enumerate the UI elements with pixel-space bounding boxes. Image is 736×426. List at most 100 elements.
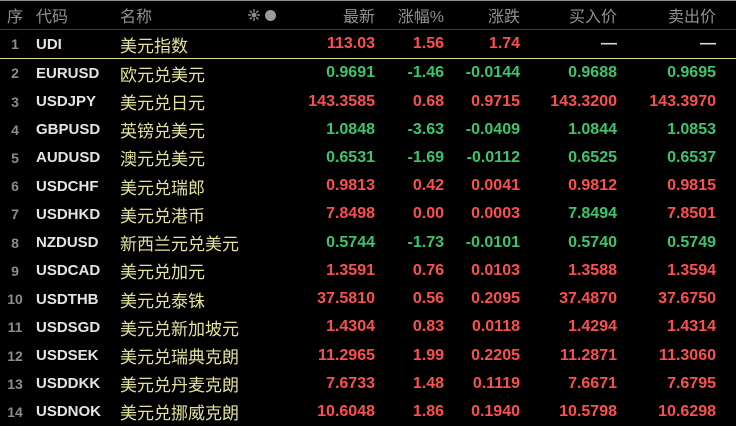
cell-name: 美元兑瑞典克朗 <box>120 348 239 368</box>
cell-seq: 12 <box>7 347 23 364</box>
circle-icon[interactable] <box>264 9 277 22</box>
cell-bid: 1.0844 <box>568 120 617 138</box>
cell-bid: 7.8494 <box>568 205 617 223</box>
table-row[interactable]: 7 USDHKD 美元兑港币 7.8498 0.00 0.0003 7.8494 7.8501 <box>0 200 736 228</box>
table-row[interactable]: 11 USDSGD 美元兑新加坡元 1.4304 0.83 0.0118 1.4294 1.4… <box>0 313 736 341</box>
table-row[interactable]: 8 NZDUSD 新西兰元兑美元 0.5744 -1.73 -0.0101 0.5740 0.… <box>0 229 736 257</box>
column-header-seq[interactable]: 序 <box>6 9 23 26</box>
cell-latest: 0.9691 <box>326 64 375 82</box>
cell-pct: 0.83 <box>412 318 444 336</box>
cell-chg: 0.2205 <box>471 346 520 364</box>
cell-ask: 10.6298 <box>658 402 716 420</box>
cell-ask: 11.3060 <box>659 346 716 364</box>
cell-name: 欧元兑美元 <box>120 65 205 85</box>
column-header-code[interactable]: 代码 <box>36 9 69 26</box>
cell-seq: 1 <box>11 36 19 53</box>
cell-chg: -0.0101 <box>465 233 520 251</box>
cell-code: USDDKK <box>36 375 101 393</box>
cell-chg: 0.0118 <box>471 318 520 336</box>
cell-chg: -0.0112 <box>466 148 520 166</box>
cell-latest: 37.5810 <box>317 290 375 308</box>
cell-pct: 1.56 <box>412 35 444 53</box>
cell-ask: 0.9695 <box>667 64 716 82</box>
cell-pct: 0.68 <box>412 92 444 110</box>
cell-latest: 10.6048 <box>317 402 375 420</box>
cell-latest: 0.9813 <box>326 177 375 195</box>
cell-seq: 6 <box>11 178 19 195</box>
table-row[interactable]: 13 USDDKK 美元兑丹麦克朗 7.6733 1.48 0.1119 7.6671 7.6… <box>0 370 736 398</box>
cell-code: USDSGD <box>36 318 101 336</box>
cell-name: 美元兑加元 <box>120 263 205 283</box>
cell-name: 美元兑泰铢 <box>120 291 205 311</box>
cell-seq: 7 <box>11 206 19 223</box>
cell-latest: 11.2965 <box>318 346 375 364</box>
column-header-ask[interactable]: 卖出价 <box>667 9 716 26</box>
cell-chg: 0.0103 <box>471 261 520 279</box>
cell-name: 美元兑瑞郎 <box>120 178 205 198</box>
cell-name: 美元兑港币 <box>120 206 205 226</box>
column-header-bid[interactable]: 买入价 <box>568 9 617 26</box>
cell-name: 英镑兑美元 <box>120 122 205 142</box>
cell-latest: 7.8498 <box>326 205 375 223</box>
cell-bid: 7.6671 <box>568 374 617 392</box>
cell-ask: 7.8501 <box>667 205 716 223</box>
cell-ask: — <box>700 35 716 53</box>
cell-seq: 8 <box>11 234 19 251</box>
cell-code: UDI <box>36 35 62 53</box>
cell-name: 美元兑新加坡元 <box>120 319 239 339</box>
cell-seq: 2 <box>11 65 19 82</box>
cell-name: 美元指数 <box>120 36 188 56</box>
table-row[interactable]: 3 USDJPY 美元兑日元 143.3585 0.68 0.9715 143.3200 14… <box>0 87 736 115</box>
table-row[interactable]: 2 EURUSD 欧元兑美元 0.9691 -1.46 -0.0144 0.9688 0.96… <box>0 59 736 87</box>
column-header-chg[interactable]: 涨跌 <box>487 9 520 26</box>
cell-seq: 4 <box>11 121 19 138</box>
table-row[interactable]: 10 USDTHB 美元兑泰铢 37.5810 0.56 0.2095 37.4870 37.… <box>0 285 736 313</box>
cell-ask: 37.6750 <box>658 290 716 308</box>
sun-icon[interactable] <box>247 9 260 21</box>
cell-ask: 0.9815 <box>667 177 716 195</box>
table-row[interactable]: 1 UDI 美元指数 113.03 1.56 1.74 — — <box>0 30 736 60</box>
cell-code: USDSEK <box>36 347 99 365</box>
cell-bid: 143.3200 <box>550 92 617 110</box>
cell-pct: 0.76 <box>412 261 444 279</box>
cell-chg: -0.0144 <box>465 64 520 82</box>
table-header: 序 代码 名称 最新 涨幅% 涨跌 买入价 卖出价 <box>0 1 736 30</box>
cell-code: USDHKD <box>36 205 101 223</box>
cell-code: GBPUSD <box>36 121 101 139</box>
cell-pct: 1.99 <box>412 346 444 364</box>
header-icon-cell <box>244 9 280 22</box>
cell-latest: 113.03 <box>326 35 375 53</box>
table-row[interactable]: 9 USDCAD 美元兑加元 1.3591 0.76 0.0103 1.3588 1.3594 <box>0 257 736 285</box>
column-header-name[interactable]: 名称 <box>120 9 153 26</box>
cell-ask: 0.5749 <box>667 233 716 251</box>
table-row[interactable]: 4 GBPUSD 英镑兑美元 1.0848 -3.63 -0.0409 1.0844 1.08… <box>0 116 736 144</box>
column-header-latest[interactable]: 最新 <box>342 9 375 26</box>
cell-code: USDTHB <box>36 290 99 308</box>
cell-pct: 0.56 <box>412 290 444 308</box>
cell-seq: 3 <box>11 93 19 110</box>
cell-latest: 143.3585 <box>308 92 375 110</box>
table-row[interactable]: 12 USDSEK 美元兑瑞典克朗 11.2965 1.99 0.2205 11.2871 1… <box>0 341 736 369</box>
cell-chg: 0.0003 <box>471 205 520 223</box>
cell-ask: 1.4314 <box>667 318 716 336</box>
cell-name: 新西兰元兑美元 <box>120 235 239 255</box>
cell-name: 美元兑挪威克朗 <box>120 404 239 424</box>
cell-pct: -1.69 <box>407 148 444 166</box>
cell-chg: 1.74 <box>488 35 520 53</box>
cell-name: 澳元兑美元 <box>120 150 205 170</box>
cell-chg: 0.1940 <box>471 402 520 420</box>
cell-name: 美元兑丹麦克朗 <box>120 376 239 396</box>
cell-pct: -3.63 <box>407 120 444 138</box>
table-row[interactable]: 14 USDNOK 美元兑挪威克朗 10.6048 1.86 0.1940 10.5798 1… <box>0 398 736 426</box>
cell-bid: 1.4294 <box>568 318 617 336</box>
cell-bid: 37.4870 <box>559 290 617 308</box>
cell-pct: 1.48 <box>412 374 444 392</box>
column-header-pct[interactable]: 涨幅% <box>397 9 444 26</box>
cell-latest: 1.4304 <box>326 318 375 336</box>
cell-latest: 1.3591 <box>326 261 375 279</box>
table-row[interactable]: 6 USDCHF 美元兑瑞郎 0.9813 0.42 0.0041 0.9812 0.9815 <box>0 172 736 200</box>
cell-code: USDCHF <box>36 177 99 195</box>
table-row[interactable]: 5 AUDUSD 澳元兑美元 0.6531 -1.69 -0.0112 0.6525 0.65… <box>0 144 736 172</box>
cell-latest: 1.0848 <box>326 120 375 138</box>
